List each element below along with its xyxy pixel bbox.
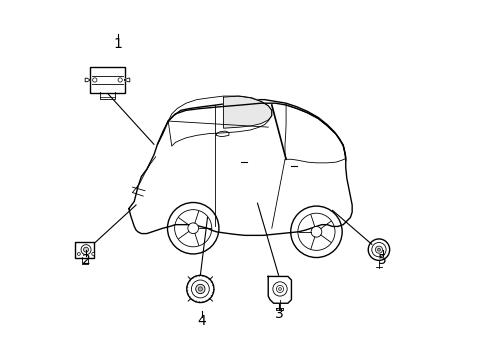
Circle shape (279, 288, 281, 291)
Circle shape (375, 246, 383, 253)
Circle shape (198, 287, 202, 291)
Circle shape (196, 284, 205, 294)
Polygon shape (85, 78, 91, 82)
Circle shape (311, 226, 322, 237)
Polygon shape (268, 276, 292, 303)
Circle shape (92, 252, 95, 255)
Circle shape (77, 252, 80, 255)
Text: 3: 3 (274, 307, 283, 321)
Polygon shape (223, 96, 272, 128)
Text: 2: 2 (82, 253, 91, 267)
Circle shape (83, 247, 89, 252)
Text: 4: 4 (198, 314, 206, 328)
Polygon shape (124, 78, 130, 82)
Text: 1: 1 (114, 37, 122, 51)
Text: 5: 5 (378, 253, 387, 267)
Circle shape (188, 223, 198, 234)
FancyBboxPatch shape (90, 67, 125, 93)
Circle shape (377, 248, 380, 251)
FancyBboxPatch shape (74, 242, 94, 257)
